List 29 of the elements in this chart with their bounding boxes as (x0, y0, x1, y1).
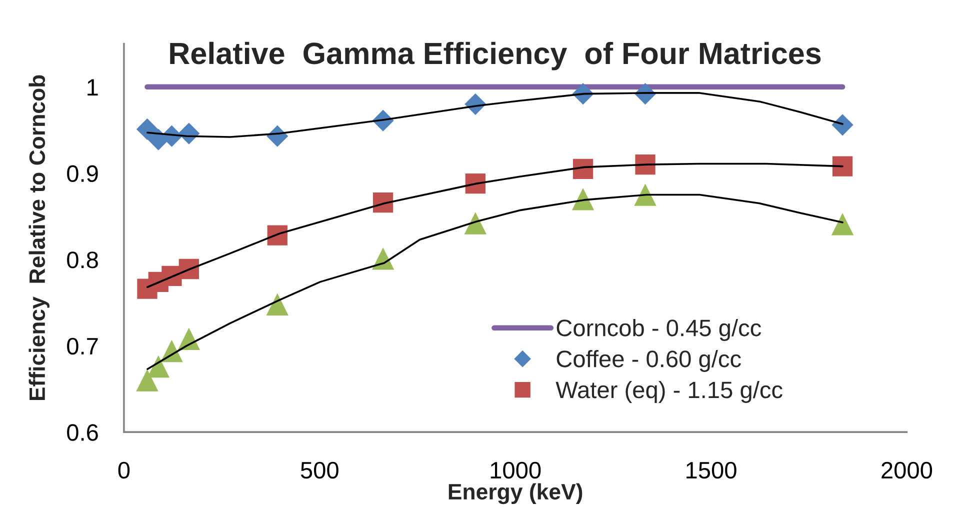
point (136, 118, 158, 140)
point (831, 213, 854, 236)
legend-label: Water (eq) - 1.15 g/cc (556, 380, 782, 403)
x-axis-title: Energy (keV) (448, 483, 582, 504)
y-tick-label: 0.9 (67, 165, 98, 182)
point (634, 184, 656, 206)
point (572, 158, 594, 179)
point (464, 212, 487, 234)
x-tick-label: 500 (300, 462, 338, 479)
point (372, 192, 394, 213)
y-tick-label: 0.6 (67, 424, 98, 441)
legend-label: Coffee - 0.60 g/cc (556, 350, 741, 372)
y-axis-title: Efficiency Relative to Corncob (28, 75, 50, 400)
x-tick-label: 2000 (882, 462, 932, 479)
y-tick-label: 0.8 (67, 252, 98, 268)
point (832, 114, 854, 136)
point (266, 293, 288, 316)
legend-label: Corncob - 0.45 g/cc (556, 318, 762, 341)
point (136, 369, 158, 392)
x-tick-label: 0 (118, 462, 130, 479)
x-tick-label: 1000 (490, 462, 541, 479)
point (832, 156, 853, 176)
x-tick-label: 1500 (686, 462, 736, 479)
point (635, 154, 656, 175)
point (465, 173, 486, 194)
chart-title: Relative Gamma Efficiency of Four Matrices (170, 42, 821, 70)
y-tick-label: 0.7 (67, 338, 98, 355)
y-tick-label: 1 (88, 79, 98, 96)
point (147, 355, 170, 378)
